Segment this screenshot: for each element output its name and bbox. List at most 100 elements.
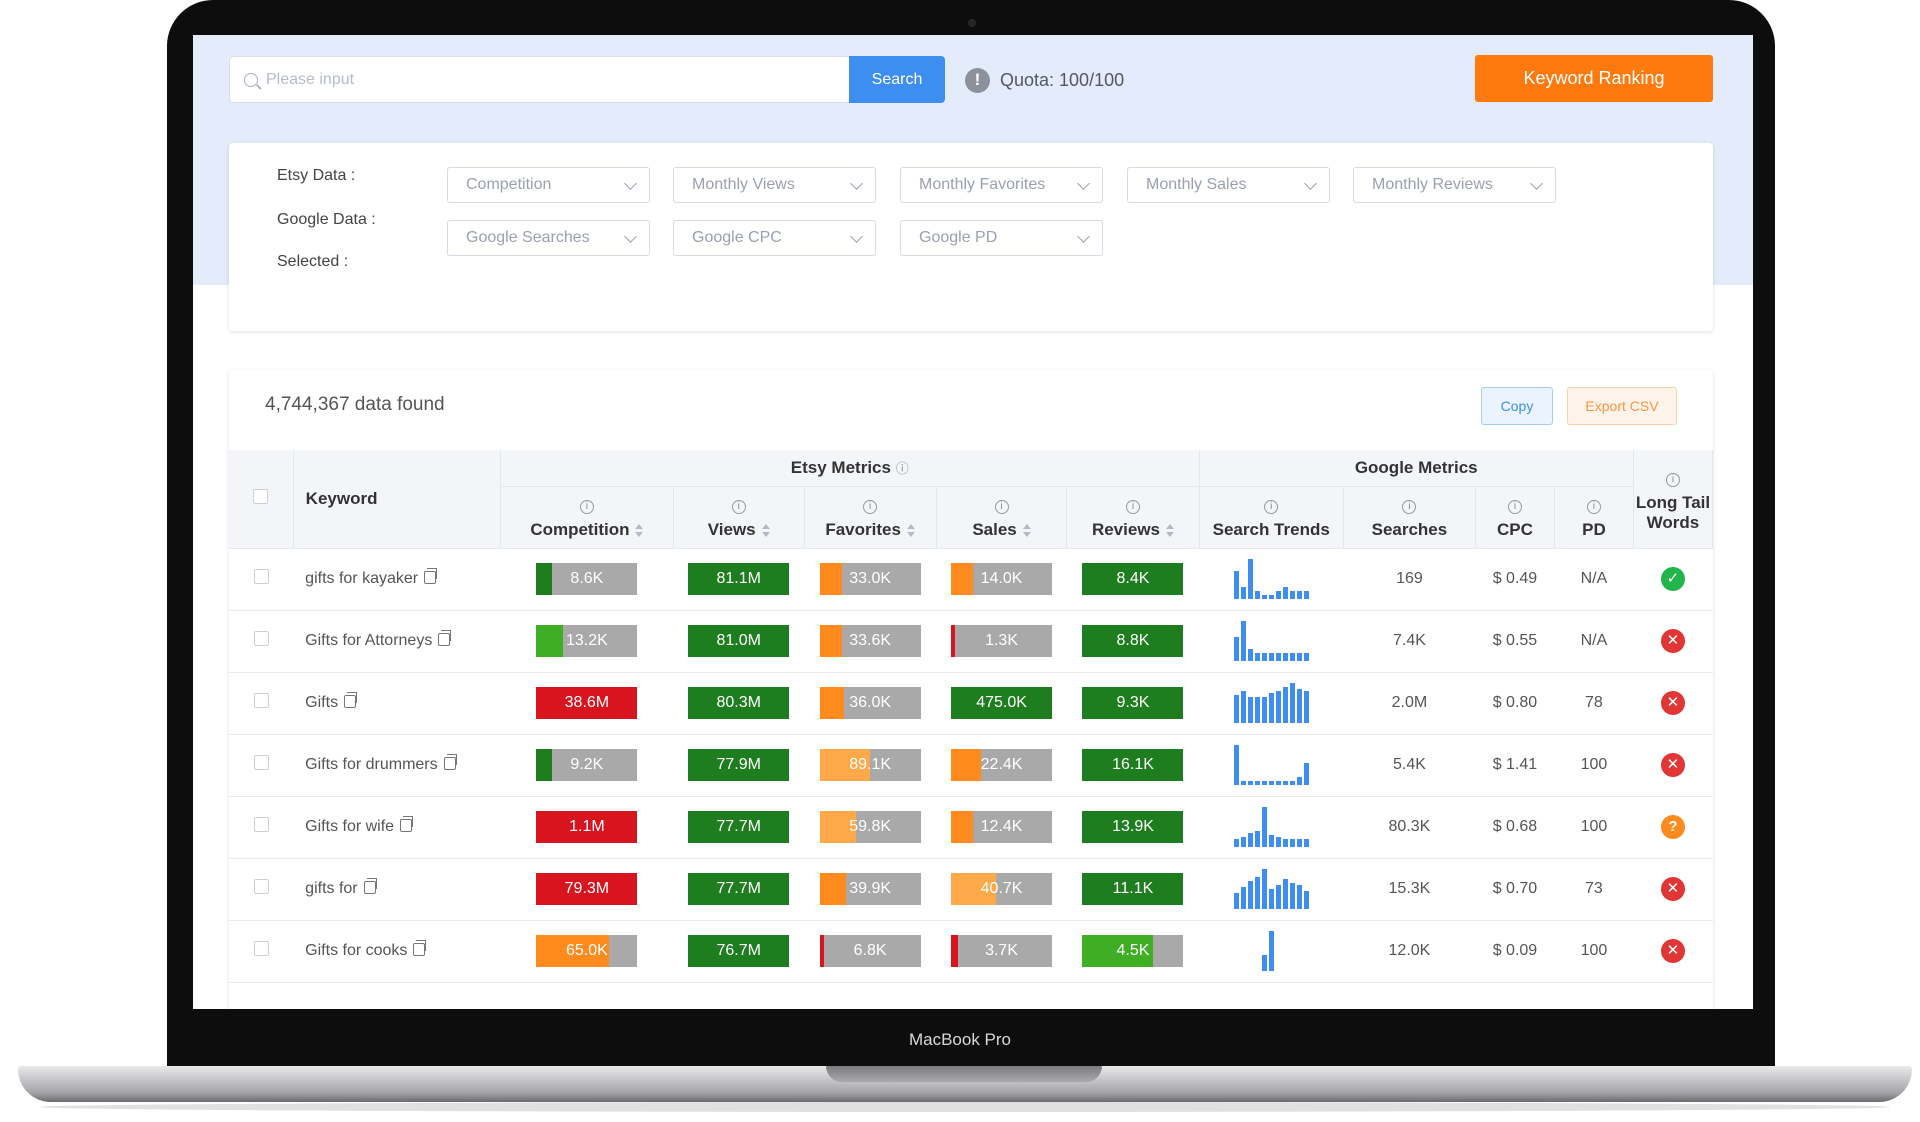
header-competition[interactable]: i Competition xyxy=(500,486,674,549)
copy-icon[interactable] xyxy=(400,816,414,832)
header-longtail: i Long Tail Words xyxy=(1633,450,1714,549)
competition-bar-fill xyxy=(536,873,638,905)
group-etsy-metrics: Etsy Metrics ⓘ xyxy=(500,450,1200,487)
selected-label: Selected : xyxy=(277,253,349,270)
header-reviews[interactable]: i Reviews xyxy=(1066,486,1200,549)
trend-bar xyxy=(1261,595,1267,599)
sort-icon[interactable] xyxy=(907,524,915,537)
trend-bar xyxy=(1289,781,1295,785)
sort-icon[interactable] xyxy=(762,524,770,537)
trend-cell xyxy=(1199,920,1344,983)
search-trend-sparkline xyxy=(1233,621,1309,661)
search-button[interactable]: Search xyxy=(849,56,945,103)
copy-icon[interactable] xyxy=(443,754,457,770)
filter-select[interactable]: Monthly Favorites xyxy=(900,167,1103,203)
copy-icon[interactable] xyxy=(438,630,452,646)
header-views[interactable]: i Views xyxy=(673,486,805,549)
views-bar-fill xyxy=(688,749,790,781)
trend-bar xyxy=(1254,591,1260,599)
row-checkbox[interactable] xyxy=(253,817,269,832)
cpc-cell: $ 1.41 xyxy=(1475,734,1555,797)
filter-select[interactable]: Competition xyxy=(447,167,650,203)
searches-cell: 12.0K xyxy=(1343,920,1476,983)
cpc-value: $ 1.41 xyxy=(1492,756,1538,773)
row-checkbox[interactable] xyxy=(253,755,269,770)
results-panel: 4,744,367 data found Copy Export CSV Key… xyxy=(229,370,1714,1009)
row-checkbox[interactable] xyxy=(253,631,269,646)
filter-select-label: Monthly Sales xyxy=(1146,176,1247,193)
copy-button[interactable]: Copy xyxy=(1481,387,1553,425)
table-row[interactable]: Gifts for Attorneys 13.2K 81.0M 33.6K 1.3K 8.… xyxy=(229,610,1713,673)
filter-select-label: Monthly Reviews xyxy=(1372,176,1493,193)
row-checkbox[interactable] xyxy=(253,693,269,708)
reviews-cell: 9.3K xyxy=(1066,672,1200,735)
row-checkbox[interactable] xyxy=(253,941,269,956)
trend-bar xyxy=(1247,697,1253,723)
header-favorites[interactable]: i Favorites xyxy=(804,486,937,549)
pd-cell: N/A xyxy=(1554,610,1634,673)
check-icon: ✓ xyxy=(1660,567,1685,591)
sort-icon[interactable] xyxy=(1023,524,1031,537)
searches-value: 12.0K xyxy=(1388,942,1431,959)
table-row[interactable]: gifts for kayaker 8.6K 81.1M 33.0K 14.0K 8.4K… xyxy=(229,548,1713,611)
sales-cell: 12.4K xyxy=(936,796,1067,859)
competition-bar: 1.1M xyxy=(536,811,638,843)
reviews-cell: 16.1K xyxy=(1066,734,1200,797)
filter-select[interactable]: Monthly Reviews xyxy=(1353,167,1556,203)
views-value: 77.7M xyxy=(716,880,761,897)
copy-icon[interactable] xyxy=(344,692,358,708)
search-box[interactable] xyxy=(229,56,849,103)
chevron-down-icon xyxy=(1077,177,1090,190)
table-row[interactable]: gifts for 79.3M 77.7M 39.9K 40.7K 11.1K 15.3K $… xyxy=(229,858,1713,921)
filter-select[interactable]: Monthly Sales xyxy=(1127,167,1330,203)
searches-value: 15.3K xyxy=(1388,880,1431,897)
favorites-bar-fill xyxy=(819,935,824,967)
trend-bar xyxy=(1261,955,1267,971)
views-bar: 81.0M xyxy=(688,625,790,657)
views-cell: 77.7M xyxy=(673,796,805,859)
trend-bar xyxy=(1240,587,1246,599)
longtail-cell: ✕ xyxy=(1633,610,1713,673)
reviews-bar-fill xyxy=(1082,873,1184,905)
trend-bar xyxy=(1261,781,1267,785)
filter-select[interactable]: Google PD xyxy=(900,220,1103,256)
select-all-checkbox[interactable] xyxy=(253,488,269,504)
sort-icon[interactable] xyxy=(635,524,643,537)
table-row[interactable]: Gifts for wife 1.1M 77.7M 59.8K 12.4K 13.9K 80… xyxy=(229,796,1713,859)
trend-bar xyxy=(1282,687,1288,723)
trend-bar xyxy=(1247,833,1253,847)
keyword-ranking-button[interactable]: Keyword Ranking xyxy=(1475,55,1713,102)
competition-bar: 65.0K xyxy=(536,935,638,967)
chevron-down-icon xyxy=(850,177,863,190)
filter-select[interactable]: Google CPC xyxy=(673,220,876,256)
row-checkbox[interactable] xyxy=(253,879,269,894)
header-sales[interactable]: i Sales xyxy=(936,486,1068,549)
export-csv-button[interactable]: Export CSV xyxy=(1567,387,1677,425)
views-value: 77.9M xyxy=(716,756,761,773)
copy-icon[interactable] xyxy=(424,568,438,584)
trend-bar xyxy=(1296,591,1302,599)
header-pd-label: PD xyxy=(1582,519,1606,539)
reviews-cell: 8.4K xyxy=(1066,548,1200,611)
trend-bar xyxy=(1247,559,1253,599)
header-trends-label: Search Trends xyxy=(1212,519,1330,539)
table-row[interactable]: Gifts for drummers 9.2K 77.9M 89.1K 22.4K 16.… xyxy=(229,734,1713,797)
close-icon: ✕ xyxy=(1660,691,1685,715)
table-row[interactable]: Gifts 38.6M 80.3M 36.0K 475.0K 9.3K 2.0M $ 0.80… xyxy=(229,672,1713,735)
sort-icon[interactable] xyxy=(1166,524,1174,537)
competition-value: 8.6K xyxy=(570,570,604,587)
filter-select[interactable]: Monthly Views xyxy=(673,167,876,203)
search-input[interactable] xyxy=(266,70,806,89)
reviews-value: 11.1K xyxy=(1112,880,1154,897)
filter-select[interactable]: Google Searches xyxy=(447,220,650,256)
table-row[interactable]: Gifts for cooks 65.0K 76.7M 6.8K 3.7K 4.5K 12.… xyxy=(229,920,1713,983)
favorites-bar: 36.0K xyxy=(819,687,921,719)
copy-icon[interactable] xyxy=(363,878,377,894)
favorites-bar: 39.9K xyxy=(819,873,921,905)
row-checkbox[interactable] xyxy=(253,569,269,584)
sales-value: 40.7K xyxy=(980,880,1023,897)
copy-icon[interactable] xyxy=(413,940,427,956)
favorites-bar-fill xyxy=(819,811,856,843)
cpc-value: $ 0.80 xyxy=(1492,694,1538,711)
